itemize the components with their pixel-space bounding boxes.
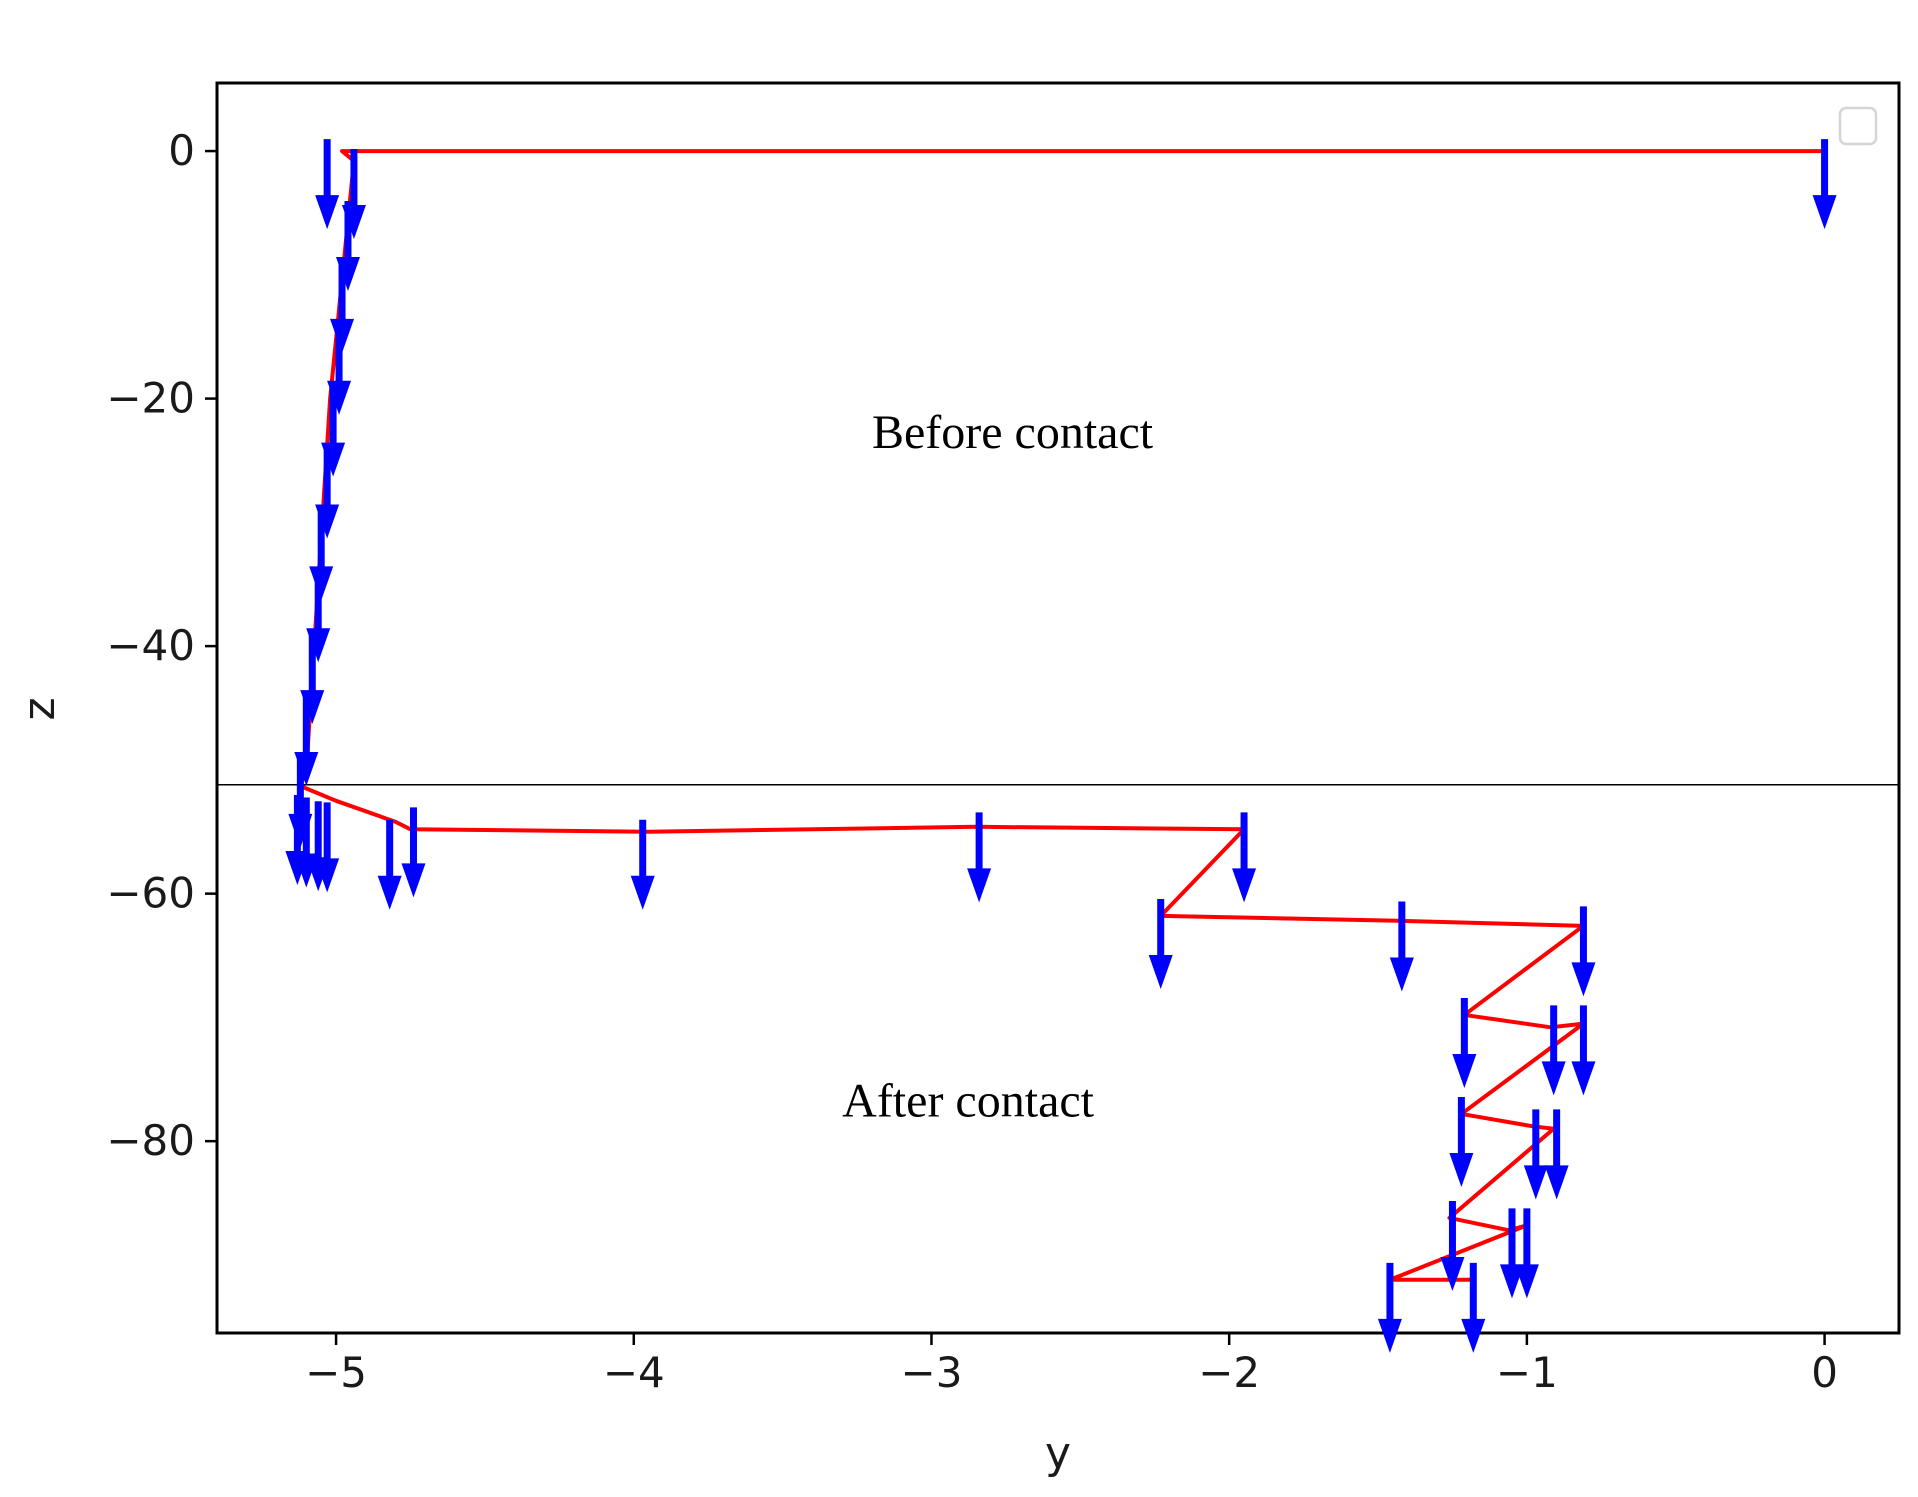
x-tick-label: −3 xyxy=(901,1348,963,1397)
x-tick-label: −1 xyxy=(1496,1348,1558,1397)
force-arrow xyxy=(1514,1208,1539,1299)
plot-area xyxy=(215,81,1901,1335)
force-arrow xyxy=(1440,1200,1465,1291)
force-arrow xyxy=(1232,812,1257,903)
annotation-label: After contact xyxy=(842,1074,1095,1127)
x-tick-label: −5 xyxy=(305,1348,367,1397)
force-arrow xyxy=(1523,1109,1548,1200)
force-arrow xyxy=(1812,139,1837,230)
force-arrow xyxy=(1389,901,1414,992)
legend-box xyxy=(1838,106,1878,146)
y-tick-label: 0 xyxy=(168,126,195,175)
force-arrow xyxy=(1571,1005,1596,1096)
y-tick-label: −80 xyxy=(106,1116,195,1165)
force-arrow xyxy=(1377,1262,1402,1353)
force-arrow xyxy=(1148,898,1173,989)
force-arrow xyxy=(630,819,655,910)
force-arrow xyxy=(401,807,426,898)
x-tick-label: −2 xyxy=(1198,1348,1260,1397)
force-arrow xyxy=(315,139,340,230)
x-axis-label: y xyxy=(1045,1428,1071,1479)
force-arrow xyxy=(967,812,992,903)
y-tick-label: −40 xyxy=(106,621,195,670)
y-tick-label: −60 xyxy=(106,869,195,918)
x-tick-label: 0 xyxy=(1811,1348,1838,1397)
x-tick-label: −4 xyxy=(603,1348,665,1397)
force-arrow xyxy=(1571,906,1596,997)
force-arrow xyxy=(377,819,402,910)
annotation-label: Before contact xyxy=(872,406,1154,459)
force-arrow xyxy=(1541,1005,1566,1096)
force-arrow xyxy=(1452,997,1477,1088)
force-arrow xyxy=(1449,1096,1474,1187)
force-arrow xyxy=(315,802,340,893)
y-axis-label: z xyxy=(14,697,65,720)
y-tick-label: −20 xyxy=(106,374,195,423)
force-arrow xyxy=(1544,1109,1569,1200)
force-arrow xyxy=(1461,1262,1486,1353)
